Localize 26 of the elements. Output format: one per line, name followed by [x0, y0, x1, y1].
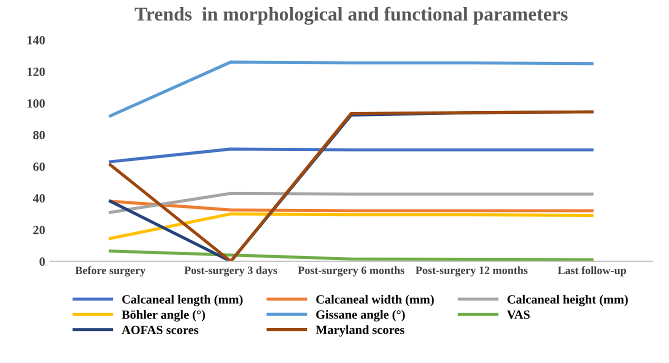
y-tick-label: 120	[28, 68, 45, 76]
legend-label: AOFAS scores	[122, 326, 198, 334]
y-tick-label: 20	[33, 226, 45, 234]
x-tick-label: Post-surgery 12 months	[416, 266, 528, 276]
chart-title: Trends in morphological and functional parameters	[134, 6, 568, 25]
y-tick-label: 40	[32, 194, 45, 203]
legend-label: Böhler angle (°)	[122, 310, 205, 322]
y-tick-label: 100	[28, 99, 45, 108]
legend-label: Calcaneal height (mm)	[507, 294, 628, 306]
x-tick-label: Post-surgery 6 months	[298, 266, 404, 276]
legend-label: Calcaneal width (mm)	[316, 294, 434, 306]
x-tick-label: Post-surgery 3 days	[184, 266, 278, 276]
legend-label: Calcaneal length (mm)	[122, 294, 243, 306]
y-tick-label: 60	[33, 162, 45, 171]
y-tick-label: 140	[28, 36, 45, 44]
legend-label: Gissane angle (°)	[316, 310, 405, 322]
line-series	[108, 250, 594, 262]
legend-label: VAS	[506, 310, 530, 319]
y-tick-label: 80	[33, 130, 45, 140]
x-tick-label: Last follow-up	[558, 266, 626, 276]
line-series	[108, 60, 594, 118]
legend-label: Maryland scores	[316, 325, 404, 337]
line-series	[108, 212, 594, 240]
y-tick-label: 0	[40, 257, 45, 266]
x-tick-label: Before surgery	[75, 266, 146, 276]
line-series	[108, 110, 594, 262]
